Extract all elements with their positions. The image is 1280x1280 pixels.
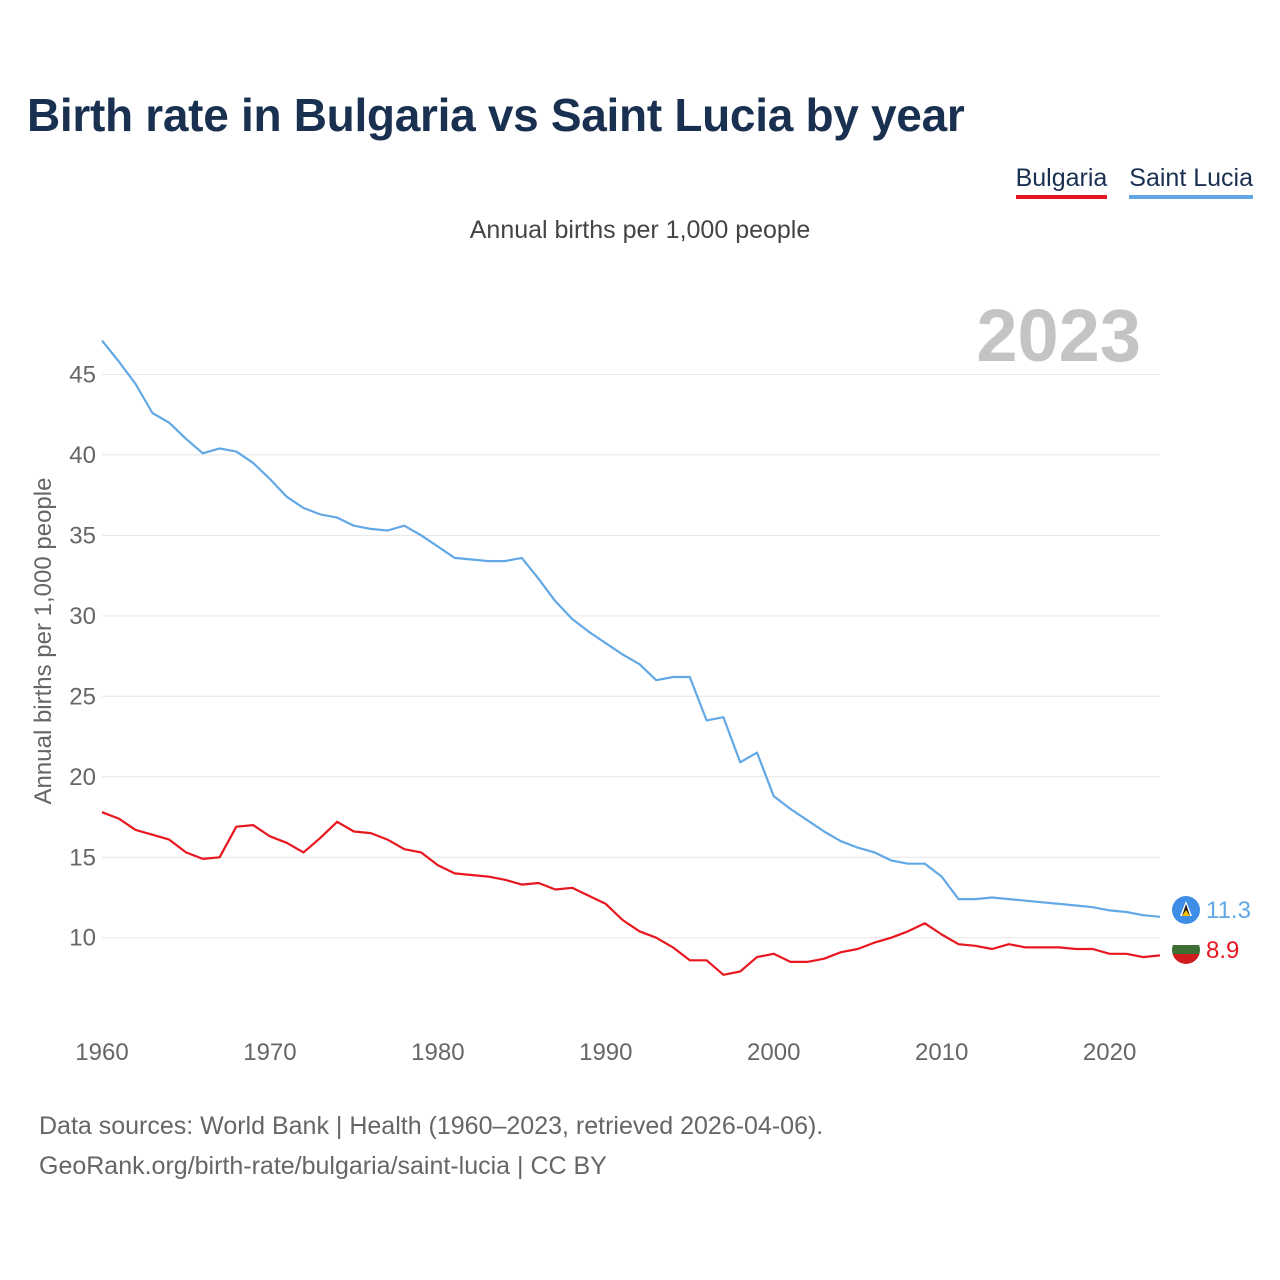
end-label-bulgaria: 8.9: [1206, 937, 1239, 964]
line-chart: 10 15 20 25 30 35 40 45 1960 1970 1980 1990 2000 201…: [30, 294, 1251, 1066]
x-tick-label: 1990: [579, 1039, 632, 1066]
saint-lucia-flag-icon: [1172, 896, 1200, 924]
x-tick-label: 1960: [75, 1039, 128, 1066]
data-sources: Data sources: World Bank | Health (1960–…: [39, 1106, 823, 1186]
y-tick-label: 10: [69, 925, 96, 952]
line-bulgaria: [101, 811, 1161, 976]
y-tick-label: 25: [69, 683, 96, 710]
legend: Bulgaria Saint Lucia: [1015, 164, 1253, 199]
y-tick-label: 30: [69, 603, 96, 630]
y-tick-label: 40: [69, 442, 96, 469]
sources-line-2: GeoRank.org/birth-rate/bulgaria/saint-lu…: [39, 1152, 607, 1180]
y-tick-label: 35: [69, 522, 96, 549]
x-tick-label: 1970: [243, 1039, 296, 1066]
y-axis-title: Annual births per 1,000 people: [30, 478, 57, 805]
line-saint-lucia: [101, 339, 1161, 918]
sources-line-1: Data sources: World Bank | Health (1960–…: [39, 1112, 824, 1140]
x-tick-label: 2000: [747, 1039, 800, 1066]
x-tick-label: 2010: [915, 1039, 968, 1066]
chart-subtitle: Annual births per 1,000 people: [469, 216, 811, 244]
bulgaria-flag-icon: [1172, 936, 1200, 964]
end-label-saint-lucia: 11.3: [1206, 897, 1251, 924]
x-tick-label: 2020: [1083, 1039, 1136, 1066]
y-tick-label: 45: [69, 361, 96, 388]
y-tick-label: 20: [69, 764, 96, 791]
legend-item-bulgaria[interactable]: Bulgaria: [1015, 164, 1108, 199]
year-badge: 2023: [976, 294, 1141, 377]
y-tick-label: 15: [69, 844, 96, 871]
x-tick-label: 1980: [411, 1039, 464, 1066]
chart-title: Birth rate in Bulgaria vs Saint Lucia by…: [27, 89, 965, 141]
legend-item-saint-lucia[interactable]: Saint Lucia: [1129, 164, 1253, 199]
